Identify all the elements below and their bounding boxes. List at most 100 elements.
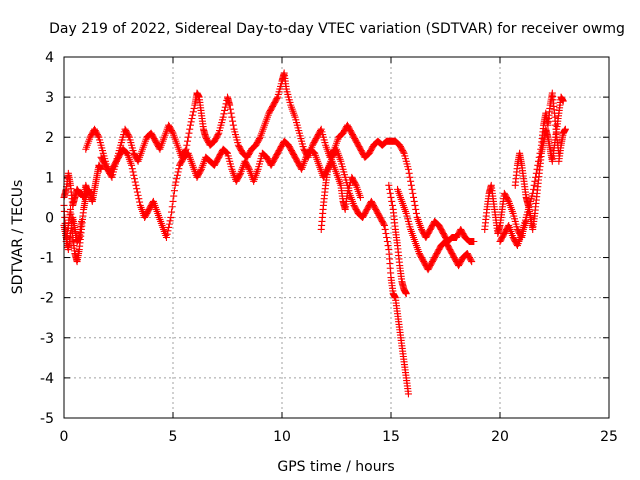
data-point (412, 205, 420, 213)
data-point (467, 256, 475, 264)
data-point (245, 164, 253, 172)
data-point (412, 209, 420, 217)
data-series (60, 69, 569, 398)
data-point (226, 101, 234, 109)
data-point (351, 180, 359, 188)
data-point (165, 223, 173, 231)
data-point (236, 171, 244, 179)
data-point (385, 181, 393, 189)
data-point (529, 185, 537, 193)
data-point (229, 117, 237, 125)
data-point (561, 125, 569, 133)
y-tick-label: 1 (45, 170, 54, 186)
data-point (411, 201, 419, 209)
x-tick-label: 0 (60, 429, 69, 445)
series-track-b (60, 169, 92, 209)
data-point (388, 197, 396, 205)
data-point (162, 234, 170, 241)
data-point (172, 178, 180, 186)
data-point (221, 106, 229, 114)
data-point (133, 188, 141, 196)
data-point (132, 181, 140, 189)
data-point (255, 135, 263, 143)
chart-title: Day 219 of 2022, Sidereal Day-to-day VTE… (49, 21, 625, 37)
data-point (214, 131, 222, 139)
data-point (380, 220, 388, 228)
data-point (317, 127, 325, 135)
x-tick-label: 15 (382, 429, 400, 445)
data-point (136, 198, 144, 206)
data-point (186, 121, 194, 129)
data-point (468, 258, 476, 266)
data-point (170, 192, 178, 200)
data-point (227, 109, 235, 117)
data-point (128, 161, 136, 169)
data-point (406, 173, 414, 181)
data-point (168, 208, 176, 216)
data-point (134, 191, 142, 199)
data-point (77, 217, 85, 225)
data-point (219, 113, 227, 121)
data-point (183, 141, 191, 149)
data-point (388, 201, 396, 209)
data-point (182, 145, 190, 153)
data-point (530, 181, 538, 189)
data-point (407, 177, 415, 185)
y-tick-label: -4 (40, 371, 54, 387)
data-point (222, 148, 230, 156)
data-point (381, 225, 389, 233)
data-point (189, 111, 197, 119)
data-point (405, 169, 413, 177)
y-tick-label: -5 (40, 411, 54, 427)
data-point (228, 113, 236, 121)
data-point (84, 189, 92, 197)
series-track-l (496, 217, 530, 250)
data-point (226, 105, 234, 113)
y-tick-label: -3 (40, 331, 54, 347)
data-point (383, 234, 391, 241)
x-tick-labels: 0 5 10 15 20 25 (60, 429, 618, 445)
data-point (409, 189, 417, 197)
data-point (380, 221, 388, 229)
data-point (174, 168, 182, 176)
data-point (410, 193, 418, 201)
data-point (165, 220, 173, 228)
data-point (386, 185, 394, 193)
data-point (173, 171, 181, 179)
data-point (166, 217, 174, 225)
data-point (197, 167, 205, 175)
series-track-c (60, 213, 85, 254)
data-point (407, 181, 415, 189)
x-tick-label: 20 (491, 429, 509, 445)
series-track-h (385, 181, 410, 298)
data-point (173, 175, 181, 183)
data-point (382, 229, 390, 237)
data-point (384, 242, 392, 250)
y-tick-label: 4 (45, 50, 54, 66)
data-point (94, 132, 102, 140)
data-point (171, 181, 179, 189)
data-point (186, 125, 194, 133)
data-point (408, 185, 416, 193)
data-point (185, 129, 193, 137)
y-tick-labels: -5 -4 -3 -2 -1 0 1 2 3 4 (40, 50, 54, 427)
data-point (131, 178, 139, 186)
data-point (97, 165, 105, 173)
data-point (522, 217, 530, 225)
plot-frame (63, 56, 610, 419)
series-track-j (511, 93, 567, 233)
x-tick-label: 5 (169, 429, 178, 445)
data-point (399, 148, 407, 156)
data-point (169, 197, 177, 205)
data-point (168, 203, 176, 211)
y-axis-title: SDTVAR / TECUs (10, 180, 26, 295)
data-point (220, 110, 228, 118)
data-point (163, 230, 171, 238)
data-point (190, 104, 198, 112)
data-point (410, 197, 418, 205)
data-point (133, 185, 141, 193)
data-point (356, 193, 364, 201)
data-point (387, 193, 395, 201)
y-tick-label: 3 (45, 90, 54, 106)
